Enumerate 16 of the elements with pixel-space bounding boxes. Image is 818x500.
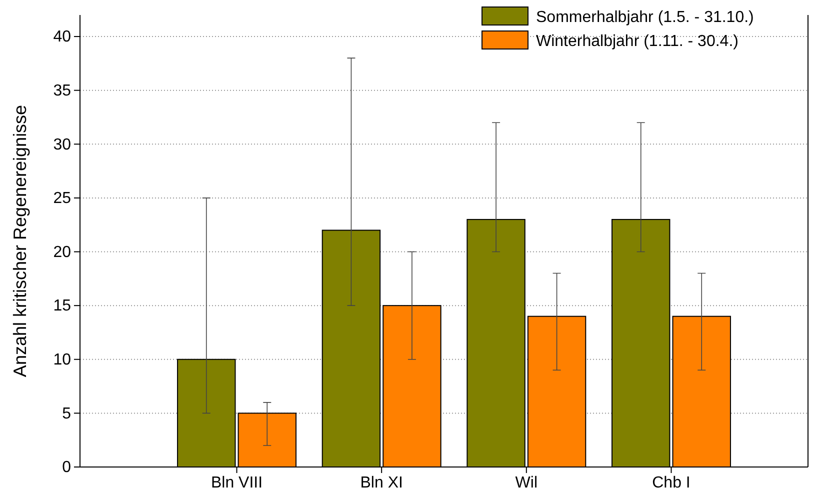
legend-label: Winterhalbjahr (1.11. - 30.4.) [536, 33, 738, 50]
x-tick-label: Wil [515, 474, 538, 492]
y-tick-label: 15 [53, 298, 72, 315]
y-tick-label: 5 [62, 405, 72, 422]
y-tick-label: 40 [53, 28, 72, 46]
y-tick-label: 10 [53, 352, 72, 368]
y-axis-title: Anzahl kritischer Regenereignisse [10, 104, 30, 378]
y-tick-label: 30 [53, 136, 72, 154]
y-tick-label: 20 [53, 244, 72, 261]
y-tick-label: 0 [62, 459, 72, 476]
x-tick-label: Bln VIII [210, 474, 263, 492]
x-tick-label: Bln XI [360, 474, 403, 492]
y-tick-label: 35 [53, 82, 72, 100]
y-tick-label: 25 [53, 190, 72, 208]
legend-label: Sommerhalbjahr (1.5. - 31.10.) [536, 9, 754, 26]
x-tick-label: Chb I [652, 474, 690, 492]
